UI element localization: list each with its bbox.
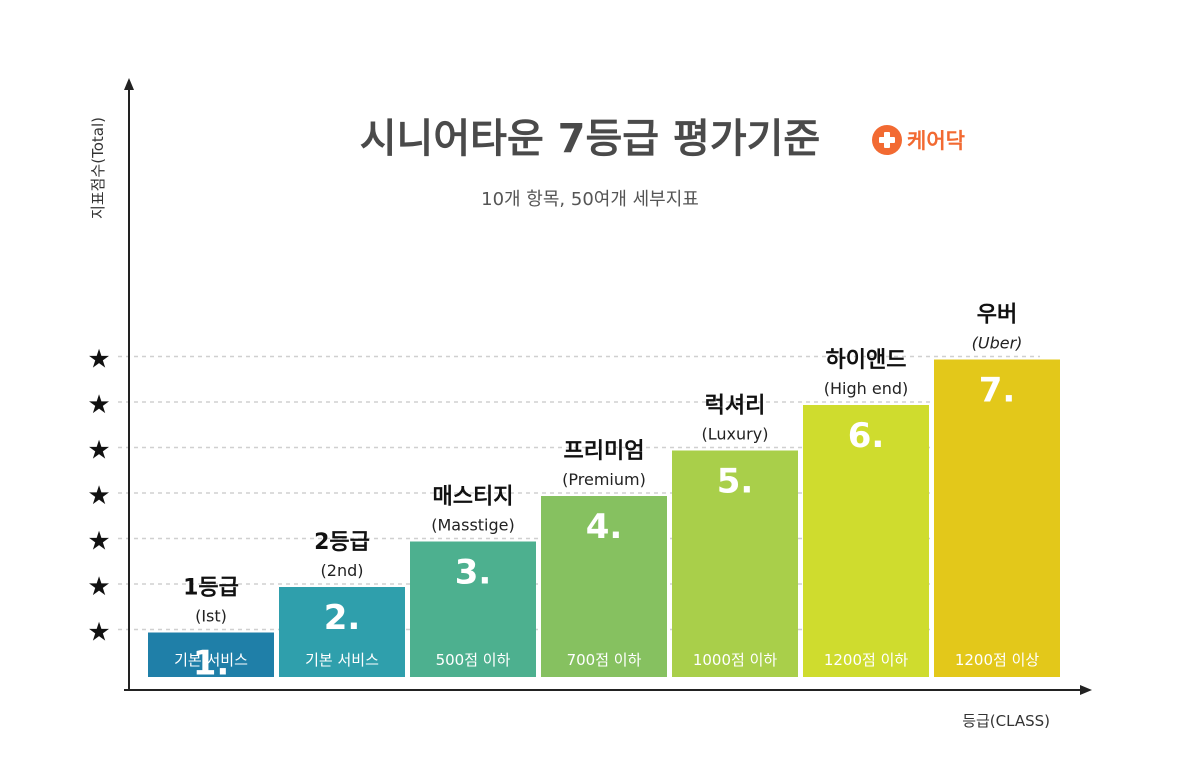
grade-english-label: (Masstige) <box>431 516 514 535</box>
brand-logo: 케어닥 <box>872 125 965 155</box>
plus-icon-v <box>884 132 890 148</box>
bar <box>672 450 798 677</box>
y-axis-label: 지표점수(Total) <box>89 117 107 219</box>
grade-english-label: (Luxury) <box>702 425 769 444</box>
grade-english-label: (Uber) <box>972 334 1023 353</box>
grade-name-label: 우버 <box>977 303 1017 328</box>
bar-description-label: 1000점 이하 <box>693 651 778 669</box>
chart-subtitle: 10개 항목, 50여개 세부지표 <box>481 189 699 210</box>
bar <box>410 541 536 677</box>
grade-english-label: (2nd) <box>321 561 364 580</box>
grade-english-label: (High end) <box>824 379 908 398</box>
x-axis-arrow <box>1080 685 1092 695</box>
bar <box>803 405 929 677</box>
bar-description-label: 기본 서비스 <box>305 651 379 669</box>
star-icon: ★ <box>87 572 110 602</box>
grade-name-label: 2등급 <box>314 530 370 555</box>
bar <box>934 359 1060 677</box>
x-axis-label: 등급(CLASS) <box>962 712 1050 730</box>
grade-name-label: 매스티지 <box>433 485 514 510</box>
bar-number-label: 3. <box>455 553 492 593</box>
star-icon: ★ <box>87 436 110 466</box>
grade-name-label: 하이앤드 <box>826 348 907 373</box>
grade-name-label: 1등급 <box>183 576 239 601</box>
grade-english-label: (Ist) <box>195 607 227 626</box>
star-icon: ★ <box>87 390 110 420</box>
bar-description-label: 1200점 이상 <box>955 651 1040 669</box>
bar-description-label: 700점 이하 <box>567 651 642 669</box>
bar-number-label: 5. <box>717 462 754 502</box>
star-icon: ★ <box>87 481 110 511</box>
bar-description-label: 1200점 이하 <box>824 651 909 669</box>
y-axis-arrow <box>124 78 134 90</box>
bar <box>148 632 274 677</box>
bar-description-label: 500점 이하 <box>436 651 511 669</box>
bar-number-label: 2. <box>324 598 361 638</box>
star-icon: ★ <box>87 527 110 557</box>
chart-title: 시니어타운 7등급 평가기준 <box>360 116 820 162</box>
star-levels: ★ ★ ★ ★ ★ ★ ★ <box>87 345 110 648</box>
bar-number-label: 4. <box>586 507 623 547</box>
grade-name-label: 럭셔리 <box>705 394 766 419</box>
bar-number-label: 1. <box>193 644 230 684</box>
bar-description-label: 기본 서비스 <box>174 651 248 669</box>
star-icon: ★ <box>87 345 110 375</box>
brand-name: 케어닥 <box>907 129 965 153</box>
bar <box>541 496 667 677</box>
grade-english-label: (Premium) <box>562 470 646 489</box>
star-icon: ★ <box>87 618 110 648</box>
bar-number-label: 7. <box>979 371 1016 411</box>
axes <box>124 78 1092 695</box>
bar <box>279 587 405 677</box>
grade-name-label: 프리미엄 <box>564 439 645 464</box>
bar-number-label: 6. <box>848 416 885 456</box>
